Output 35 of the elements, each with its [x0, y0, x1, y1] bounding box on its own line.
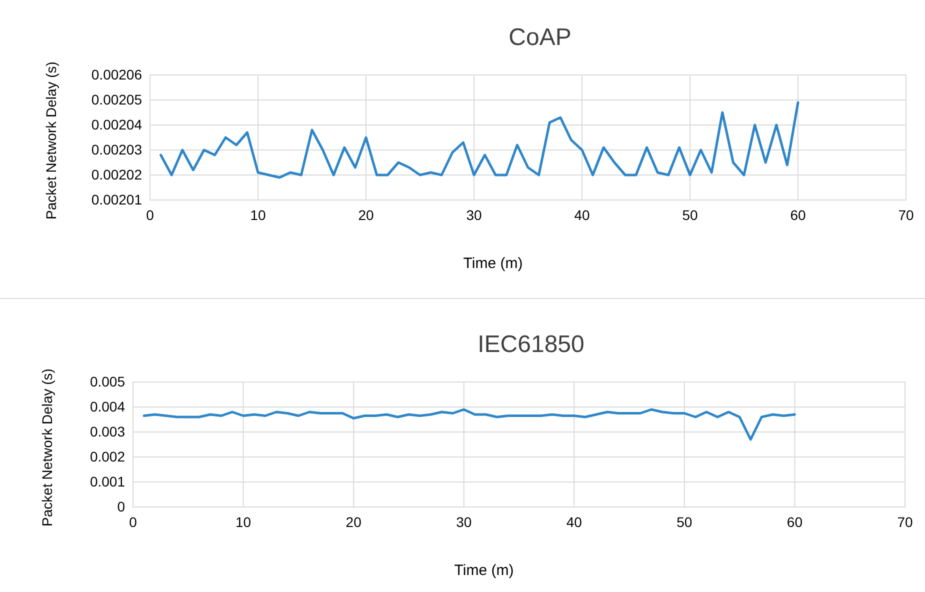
y-tick-label: 0.00202 — [91, 166, 142, 182]
y-axis-title: Packet Network Delay (s) — [43, 62, 59, 220]
x-tick-label: 50 — [682, 206, 698, 223]
x-tick-label: 30 — [456, 514, 472, 530]
x-tick-label: 50 — [676, 514, 692, 530]
x-tick-label: 10 — [250, 206, 266, 223]
x-tick-label: 10 — [235, 514, 252, 530]
x-tick-label: 70 — [897, 514, 913, 530]
y-tick-label: 0.003 — [90, 423, 126, 440]
y-tick-label: 0.004 — [90, 398, 126, 414]
x-axis-title: Time (m) — [463, 255, 523, 272]
x-tick-label: 20 — [346, 514, 362, 530]
y-tick-label: 0.00204 — [91, 116, 142, 132]
line-series — [160, 101, 800, 179]
x-tick-label: 60 — [790, 206, 806, 223]
chart-title: IEC61850 — [478, 331, 584, 358]
x-tick-label: 0 — [146, 206, 154, 223]
y-tick-label: 0.00205 — [91, 91, 142, 108]
x-tick-label: 20 — [358, 206, 374, 223]
y-axis-title: Packet Network Delay (s) — [39, 368, 55, 526]
line-series — [142, 408, 796, 441]
x-tick-label: 60 — [786, 514, 803, 530]
x-tick-label: 40 — [566, 514, 582, 530]
x-tick-label: 40 — [574, 206, 590, 223]
y-tick-label: 0.005 — [90, 373, 126, 390]
y-tick-label: 0.00203 — [91, 141, 142, 158]
y-tick-label: 0.00201 — [91, 191, 142, 208]
y-tick-label: 0 — [117, 498, 126, 514]
chart-title: CoAP — [508, 24, 572, 51]
y-tick-label: 0.002 — [90, 448, 126, 464]
y-tick-label: 0.001 — [90, 473, 126, 490]
y-tick-label: 0.00206 — [91, 66, 142, 82]
x-tick-label: 70 — [898, 206, 914, 223]
x-axis-title: Time (m) — [454, 562, 514, 579]
x-tick-label: 30 — [466, 206, 482, 223]
